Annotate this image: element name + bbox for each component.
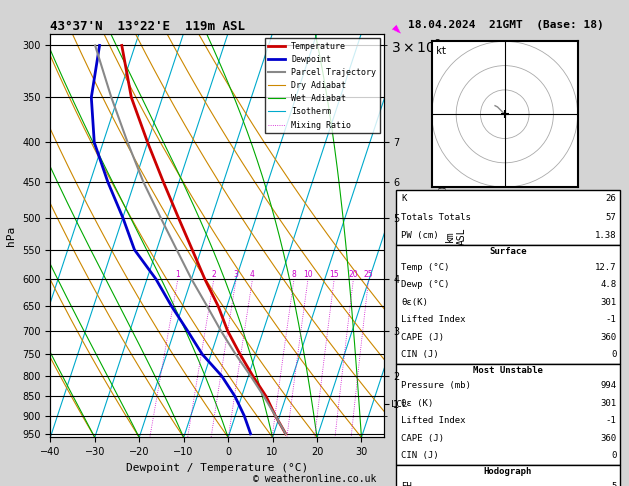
Text: Mixing Ratio (g/kg): Mixing Ratio (g/kg)	[439, 185, 448, 287]
Text: K: K	[401, 194, 407, 203]
Bar	[396, 190, 620, 245]
Text: 12.7: 12.7	[595, 263, 616, 272]
Text: θε(K): θε(K)	[401, 298, 428, 307]
Text: 4: 4	[250, 270, 255, 279]
Text: 3: 3	[234, 270, 238, 279]
Text: CIN (J): CIN (J)	[401, 451, 439, 460]
Text: -1: -1	[606, 417, 616, 425]
Text: 1.38: 1.38	[595, 231, 616, 240]
Text: Surface: Surface	[489, 247, 526, 256]
Text: 26: 26	[606, 194, 616, 203]
Text: 301: 301	[600, 399, 616, 408]
Text: 10: 10	[303, 270, 313, 279]
Legend: Temperature, Dewpoint, Parcel Trajectory, Dry Adiabat, Wet Adiabat, Isotherm, Mi: Temperature, Dewpoint, Parcel Trajectory…	[265, 38, 379, 133]
Text: ►: ►	[389, 22, 404, 38]
Text: Dewp (°C): Dewp (°C)	[401, 280, 450, 289]
Text: Lifted Index: Lifted Index	[401, 417, 466, 425]
Text: 4.8: 4.8	[600, 280, 616, 289]
Text: Hodograph: Hodograph	[484, 467, 532, 476]
Text: Pressure (mb): Pressure (mb)	[401, 382, 471, 390]
Text: 8: 8	[292, 270, 296, 279]
Text: 15: 15	[330, 270, 339, 279]
Text: θε (K): θε (K)	[401, 399, 433, 408]
Text: © weatheronline.co.uk: © weatheronline.co.uk	[253, 473, 376, 484]
Text: -1: -1	[606, 315, 616, 324]
Text: kt: kt	[437, 46, 448, 56]
Text: 360: 360	[600, 333, 616, 342]
X-axis label: Dewpoint / Temperature (°C): Dewpoint / Temperature (°C)	[126, 463, 308, 473]
Text: 25: 25	[364, 270, 374, 279]
Y-axis label: km
ASL: km ASL	[445, 227, 467, 244]
Text: 0: 0	[611, 350, 616, 359]
Text: CIN (J): CIN (J)	[401, 350, 439, 359]
Bar	[396, 245, 620, 364]
Text: CAPE (J): CAPE (J)	[401, 333, 444, 342]
Text: 2: 2	[211, 270, 216, 279]
Text: 57: 57	[606, 213, 616, 222]
Text: PW (cm): PW (cm)	[401, 231, 439, 240]
Text: 301: 301	[600, 298, 616, 307]
Text: 43°37'N  13°22'E  119m ASL: 43°37'N 13°22'E 119m ASL	[50, 20, 245, 33]
Bar	[396, 364, 620, 465]
Text: Temp (°C): Temp (°C)	[401, 263, 450, 272]
Bar	[396, 465, 620, 486]
Text: 18.04.2024  21GMT  (Base: 18): 18.04.2024 21GMT (Base: 18)	[408, 20, 604, 30]
Text: LCL: LCL	[391, 399, 407, 409]
Text: 20: 20	[348, 270, 359, 279]
Text: 994: 994	[600, 382, 616, 390]
Text: CAPE (J): CAPE (J)	[401, 434, 444, 443]
Text: 0: 0	[611, 451, 616, 460]
Text: Lifted Index: Lifted Index	[401, 315, 466, 324]
Text: 360: 360	[600, 434, 616, 443]
Y-axis label: hPa: hPa	[6, 226, 16, 246]
Text: 1: 1	[175, 270, 181, 279]
Text: Totals Totals: Totals Totals	[401, 213, 471, 222]
Text: 5: 5	[611, 483, 616, 486]
Text: EH: EH	[401, 483, 412, 486]
Text: Most Unstable: Most Unstable	[473, 366, 543, 375]
